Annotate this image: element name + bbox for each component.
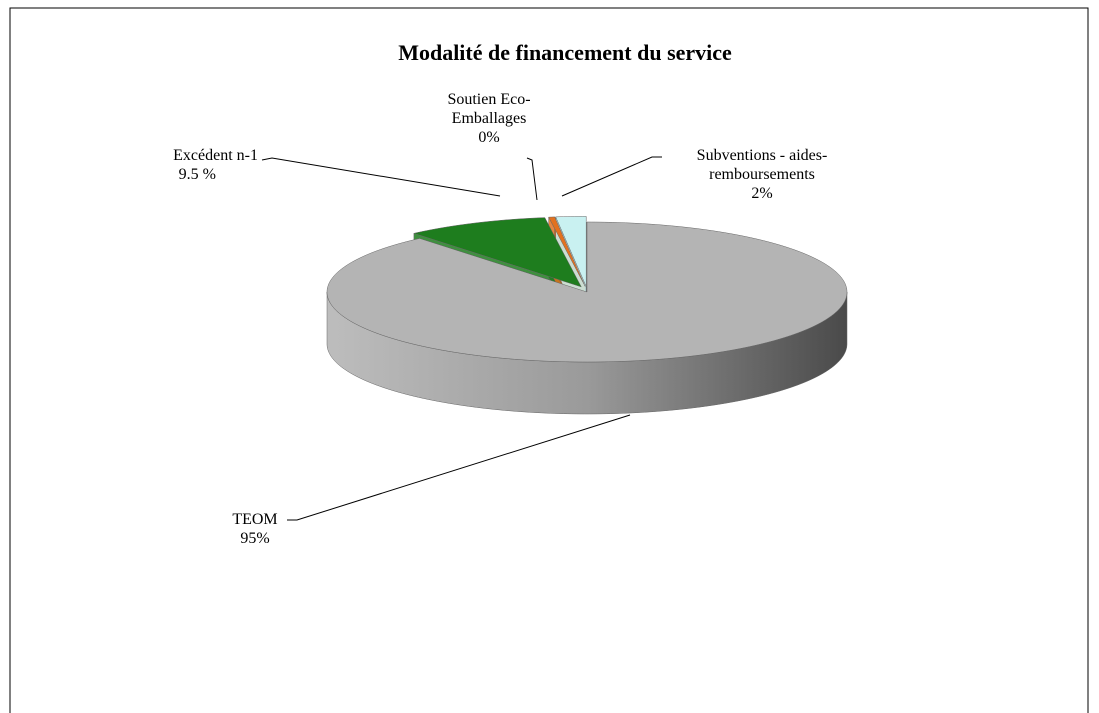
pie-slice: [555, 216, 587, 287]
data-label: TEOM 95%: [220, 510, 290, 548]
data-label: Subventions - aides-remboursements 2%: [662, 146, 862, 203]
category-label: Soutien Eco-Emballages: [447, 91, 531, 127]
value-label: 9.5 %: [178, 166, 216, 183]
pie-slice: [412, 217, 582, 288]
leader-line: [261, 157, 501, 197]
leader-line: [561, 156, 662, 197]
leader-line: [287, 414, 631, 521]
data-label: Soutien Eco-Emballages 0%: [425, 90, 553, 147]
value-label: 2%: [751, 185, 773, 202]
value-label: 0%: [478, 129, 500, 146]
pie-slice: [326, 221, 848, 363]
pie-slice: [548, 216, 586, 287]
value-label: 95%: [240, 530, 270, 547]
category-label: Subventions - aides-remboursements: [696, 147, 828, 183]
chart-title: Modalité de financement du service: [398, 40, 732, 65]
data-label: Excédent n-1 9.5 %: [100, 146, 258, 184]
category-label: Excédent n-1: [173, 147, 258, 164]
leader-line: [526, 157, 538, 201]
pie: [326, 216, 848, 415]
chart-frame: [9, 7, 1089, 713]
category-label: TEOM: [232, 511, 278, 528]
